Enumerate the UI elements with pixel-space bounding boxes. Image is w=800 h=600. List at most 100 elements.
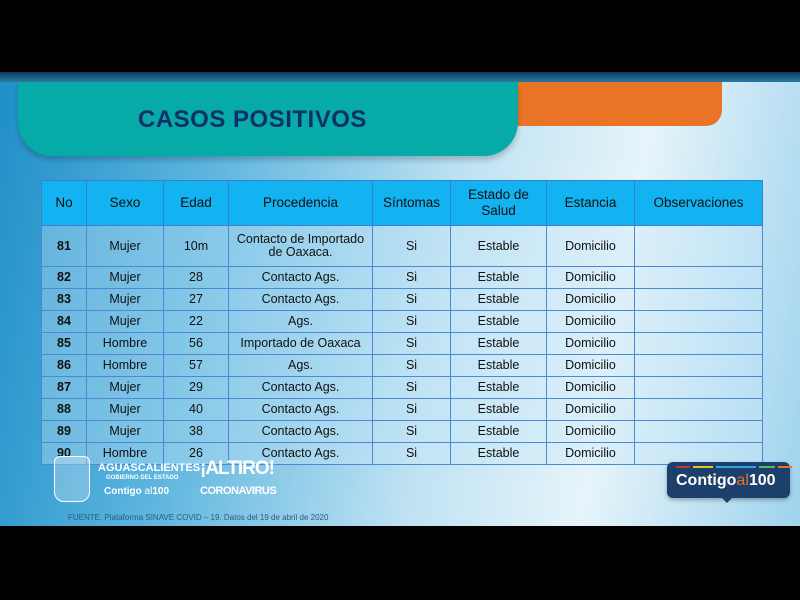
table-row: 88 Mujer 40 Contacto Ags. Si Estable Domicilio	[41, 398, 763, 421]
table-cell: Domicilio	[546, 420, 635, 443]
table-row: 89 Mujer 38 Contacto Ags. Si Estable Domicilio	[41, 420, 763, 443]
table-row: 82 Mujer 28 Contacto Ags. Si Estable Domicilio	[41, 266, 763, 289]
table-cell: 26	[163, 442, 229, 465]
table-cell: Ags.	[228, 354, 373, 377]
column-header: No	[41, 180, 87, 226]
slogan-b: al	[144, 486, 153, 497]
table-cell	[634, 225, 763, 267]
table-row: 87 Mujer 29 Contacto Ags. Si Estable Domicilio	[41, 376, 763, 399]
table-cell	[634, 288, 763, 311]
page-title: CASOS POSITIVOS	[138, 106, 367, 133]
table-cell: Ags.	[228, 310, 373, 333]
table-cell	[634, 376, 763, 399]
table-cell	[634, 442, 763, 465]
table-cell: Si	[372, 266, 451, 289]
table-cell: Estable	[450, 376, 547, 399]
badge-c: 100	[748, 472, 776, 489]
table-cell: Domicilio	[546, 332, 635, 355]
table-cell: Contacto Ags.	[228, 442, 373, 465]
table-cell: Domicilio	[546, 310, 635, 333]
table-cell: Estable	[450, 288, 547, 311]
badge-b: al	[736, 472, 749, 489]
table-cell: Contacto Ags.	[228, 266, 373, 289]
table-cell: Contacto Ags.	[228, 376, 373, 399]
table-cell: Si	[372, 332, 451, 355]
table-cell: Contacto Ags.	[228, 288, 373, 311]
column-header: Procedencia	[228, 180, 373, 226]
table-cell	[634, 310, 763, 333]
contigo-badge: Contigoal100	[667, 462, 792, 503]
table-cell: Mujer	[86, 376, 164, 399]
table-cell: Contacto de Importado de Oaxaca.	[228, 225, 373, 267]
table-cell: 28	[163, 266, 229, 289]
table-cell: Importado de Oaxaca	[228, 332, 373, 355]
table-cell: 29	[163, 376, 229, 399]
column-header: Observaciones	[634, 180, 763, 226]
table-cell: Si	[372, 225, 451, 267]
title-banner	[18, 82, 518, 156]
table-cell: 89	[41, 420, 87, 443]
state-crest-icon	[54, 456, 90, 502]
logo-state-name: AGUASCALIENTES	[98, 462, 201, 474]
table-cell: Hombre	[86, 354, 164, 377]
cases-table: No Sexo Edad Procedencia Síntomas Estado de S…	[41, 180, 763, 465]
column-header: Edad	[163, 180, 229, 226]
table-cell: Mujer	[86, 288, 164, 311]
source-note: FUENTE. Plataforma SINAVE COVID – 19. Da…	[68, 513, 329, 522]
top-stripe	[0, 72, 800, 82]
slide: CASOS POSITIVOS No Sexo Edad Procedencia Sín…	[0, 72, 800, 526]
table-cell: Estable	[450, 398, 547, 421]
table-cell: Estable	[450, 310, 547, 333]
table-cell: Si	[372, 354, 451, 377]
table-cell: Si	[372, 398, 451, 421]
table-cell: 81	[41, 225, 87, 267]
table-row: 84 Mujer 22 Ags. Si Estable Domicilio	[41, 310, 763, 333]
table-cell: Estable	[450, 332, 547, 355]
column-header: Estado de Salud	[450, 180, 547, 226]
table-cell: Contacto Ags.	[228, 398, 373, 421]
table-cell: Hombre	[86, 332, 164, 355]
table-cell: 82	[41, 266, 87, 289]
table-cell: 38	[163, 420, 229, 443]
table-cell: Estable	[450, 354, 547, 377]
table-cell: Si	[372, 310, 451, 333]
table-cell: Mujer	[86, 398, 164, 421]
table-cell: 40	[163, 398, 229, 421]
table-cell: 87	[41, 376, 87, 399]
table-header-row: No Sexo Edad Procedencia Síntomas Estado de S…	[41, 180, 763, 226]
table-cell: Si	[372, 420, 451, 443]
column-header: Sexo	[86, 180, 164, 226]
table-cell: Mujer	[86, 266, 164, 289]
table-cell: Domicilio	[546, 398, 635, 421]
table-row: 90 Hombre 26 Contacto Ags. Si Estable Domicili…	[41, 442, 763, 465]
table-cell	[634, 266, 763, 289]
logo-slogan: Contigo al100	[104, 486, 169, 497]
table-cell: Mujer	[86, 310, 164, 333]
table-cell: 27	[163, 288, 229, 311]
column-header: Síntomas	[372, 180, 451, 226]
table-cell: Domicilio	[546, 225, 635, 267]
table-cell: 22	[163, 310, 229, 333]
table-cell: Domicilio	[546, 354, 635, 377]
table-cell: Domicilio	[546, 442, 635, 465]
table-cell: Si	[372, 288, 451, 311]
table-row: 85 Hombre 56 Importado de Oaxaca Si Estable Do…	[41, 332, 763, 355]
slogan-c: 100	[152, 486, 170, 497]
color-bars	[676, 466, 792, 468]
table-cell: Hombre	[86, 442, 164, 465]
table-cell: 84	[41, 310, 87, 333]
table-cell: 90	[41, 442, 87, 465]
table-cell: 85	[41, 332, 87, 355]
table-cell: 86	[41, 354, 87, 377]
table-cell: Domicilio	[546, 376, 635, 399]
table-cell: Si	[372, 376, 451, 399]
badge-tip	[722, 498, 732, 503]
table-cell: Domicilio	[546, 266, 635, 289]
table-cell: Estable	[450, 420, 547, 443]
table-cell	[634, 420, 763, 443]
table-cell: Contacto Ags.	[228, 420, 373, 443]
coronavirus-label: CORONAVIRUS	[200, 485, 277, 497]
altiro-logo: ¡ALTIRO!	[200, 458, 275, 479]
logo-state-sub: GOBIERNO DEL ESTADO	[106, 475, 179, 481]
table-cell: Mujer	[86, 420, 164, 443]
